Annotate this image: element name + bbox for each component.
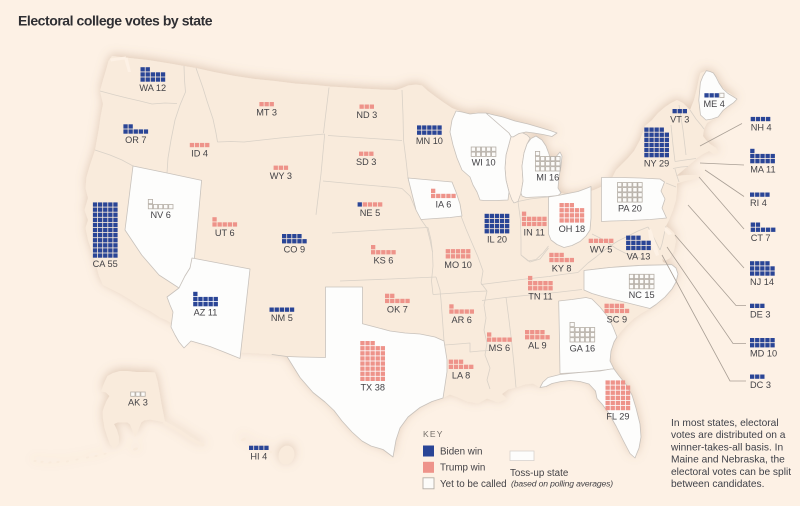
svg-text:IN 11: IN 11 [524,227,545,237]
svg-text:AK 3: AK 3 [128,398,148,408]
svg-text:NH 4: NH 4 [751,123,772,133]
svg-text:MO 10: MO 10 [444,260,472,270]
svg-text:HI 4: HI 4 [250,451,267,461]
svg-text:MD 10: MD 10 [750,349,777,359]
svg-text:CT 7: CT 7 [751,233,771,243]
svg-text:WI 10: WI 10 [472,158,496,168]
svg-text:SD 3: SD 3 [356,157,376,167]
svg-text:IA 6: IA 6 [435,199,451,209]
svg-text:VT 3: VT 3 [670,115,689,125]
svg-text:GA 16: GA 16 [570,343,596,353]
svg-text:NV 6: NV 6 [150,210,170,220]
svg-text:RI 4: RI 4 [750,198,767,208]
svg-text:TN 11: TN 11 [528,292,552,302]
svg-text:TX 38: TX 38 [360,382,385,392]
svg-text:NE 5: NE 5 [360,208,380,218]
svg-text:AL 9: AL 9 [528,341,547,351]
svg-text:ME 4: ME 4 [703,99,724,109]
svg-text:NM 5: NM 5 [271,313,293,323]
svg-text:OH 18: OH 18 [559,224,586,234]
svg-text:Electoral college votes by sta: Electoral college votes by state [18,13,213,29]
svg-text:KS 6: KS 6 [373,256,393,266]
svg-text:PA 20: PA 20 [618,203,642,213]
svg-text:WA 12: WA 12 [139,83,166,93]
svg-text:IL 20: IL 20 [487,235,507,245]
svg-text:NY 29: NY 29 [644,159,669,169]
svg-text:KEY: KEY [423,429,444,439]
svg-text:between candidates.: between candidates. [671,479,764,490]
svg-text:MS 6: MS 6 [489,343,510,353]
svg-text:DC 3: DC 3 [750,380,771,390]
svg-text:ID 4: ID 4 [191,149,208,159]
svg-text:OR 7: OR 7 [125,135,146,145]
svg-text:CA 55: CA 55 [93,259,118,269]
svg-text:(based on polling averages): (based on polling averages) [511,479,613,489]
svg-text:FL 29: FL 29 [606,412,629,422]
svg-text:LA 8: LA 8 [452,370,470,380]
svg-text:MI 16: MI 16 [536,172,559,182]
svg-text:OK 7: OK 7 [387,304,408,314]
svg-text:WV 5: WV 5 [590,244,612,254]
svg-text:winner-takes-all basis. In: winner-takes-all basis. In [670,442,783,453]
svg-text:DE 3: DE 3 [750,309,770,319]
svg-text:CO 9: CO 9 [284,245,305,255]
svg-text:Toss-up state: Toss-up state [510,468,569,479]
svg-text:SC 9: SC 9 [607,314,627,324]
svg-text:NJ 14: NJ 14 [750,277,774,287]
svg-text:MT 3: MT 3 [256,108,277,118]
svg-text:AR 6: AR 6 [451,315,471,325]
svg-text:Yet to be called: Yet to be called [440,479,507,490]
svg-text:VA 13: VA 13 [627,251,651,261]
svg-text:KY 8: KY 8 [552,264,572,274]
svg-text:UT 6: UT 6 [215,228,235,238]
svg-text:WY 3: WY 3 [270,171,292,181]
svg-text:MN 10: MN 10 [416,136,443,146]
svg-text:Maine and Nebraska, the: Maine and Nebraska, the [671,455,785,466]
svg-text:In most states, electoral: In most states, electoral [671,418,779,429]
svg-text:NC 15: NC 15 [629,290,655,300]
svg-text:Biden win: Biden win [440,447,482,458]
svg-text:ND 3: ND 3 [356,110,377,120]
svg-text:electoral votes can be split: electoral votes can be split [671,467,791,478]
svg-text:votes are distributed on a: votes are distributed on a [671,430,786,441]
svg-text:Trump win: Trump win [440,463,485,474]
svg-text:AZ 11: AZ 11 [194,308,218,318]
svg-text:MA 11: MA 11 [750,165,775,175]
